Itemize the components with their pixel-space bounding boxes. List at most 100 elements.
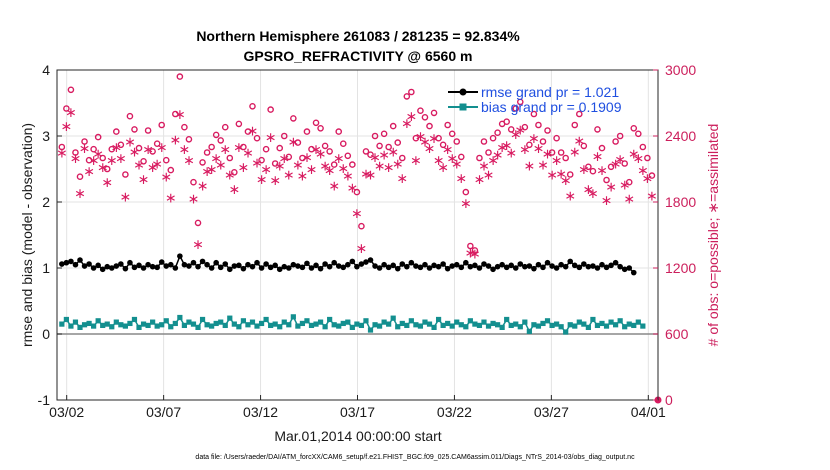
- obs-possible-point: [621, 160, 628, 167]
- bias-point: [258, 320, 265, 327]
- bias-point: [558, 324, 564, 330]
- rmse-point: [431, 262, 437, 269]
- obs-possible-point: [362, 148, 370, 155]
- bias-point: [331, 322, 337, 328]
- obs-assimilated-point: ∗: [642, 171, 654, 187]
- right-axis-ticks: 0 600 1200 1800 2400 3000: [653, 62, 696, 408]
- obs-possible-point: [625, 178, 633, 186]
- left-tick-label: 1: [42, 260, 50, 276]
- obs-assimilated-point: ∗: [451, 157, 463, 173]
- obs-possible-point: [644, 154, 651, 162]
- rmse-point: [231, 263, 238, 269]
- obs-possible-point: [598, 144, 606, 152]
- bias-point: [358, 322, 365, 329]
- obs-assimilated-point: ∗: [555, 166, 567, 182]
- chart-title-line1: Northern Hemisphere 261083 / 281235 = 92…: [196, 28, 520, 44]
- bias-point: [313, 321, 319, 327]
- rmse-point: [131, 264, 138, 271]
- bias-point: [100, 322, 106, 329]
- obs-possible-point: [122, 171, 129, 178]
- rmse-point: [422, 261, 428, 268]
- rmse-point: [59, 261, 65, 267]
- rmse-point: [190, 259, 197, 266]
- rmse-point: [385, 264, 392, 271]
- rmse-point: [68, 258, 74, 265]
- bias-point: [494, 322, 501, 328]
- bias-point: [404, 322, 410, 329]
- obs-assimilated-point: ∗: [310, 142, 322, 158]
- obs-possible-point: [271, 160, 279, 167]
- obs-assimilated-point: ∗: [92, 147, 104, 163]
- bias-point: [363, 318, 369, 324]
- legend-rmse-marker: [459, 88, 467, 96]
- obs-assimilated-point: ∗: [65, 105, 77, 121]
- obs-assimilated-point: ∗: [324, 163, 336, 179]
- bias-point: [236, 324, 242, 330]
- obs-possible-point: [380, 130, 388, 138]
- bias-point: [594, 322, 601, 329]
- obs-possible-point: [635, 130, 642, 138]
- obs-assimilated-point: ∗: [610, 157, 622, 173]
- bias-point: [472, 321, 478, 327]
- x-axis-label: Mar.01,2014 00:00:00 start: [274, 428, 441, 444]
- obs-possible-point: [607, 163, 615, 171]
- obs-possible-point: [489, 134, 497, 142]
- obs-possible-point: [85, 156, 93, 164]
- rmse-point: [526, 263, 533, 269]
- rmse-point: [544, 259, 551, 266]
- rmse-point: [222, 261, 229, 267]
- bias-point: [340, 320, 346, 327]
- obs-possible-point: [190, 178, 197, 186]
- obs-assimilated-point: ∗: [183, 153, 195, 169]
- obs-possible-point: [507, 126, 515, 133]
- rmse-point: [95, 262, 101, 269]
- obs-assimilated-point: ∗: [360, 166, 372, 182]
- bias-point: [585, 324, 591, 330]
- rmse-point: [585, 263, 592, 270]
- rmse-point: [345, 261, 351, 268]
- obs-assimilated-point: ∗: [464, 246, 476, 262]
- rmse-point: [354, 263, 360, 270]
- bias-point: [218, 319, 224, 325]
- obs-possible-point: [335, 128, 343, 135]
- obs-assimilated-point: ∗: [215, 158, 227, 174]
- obs-possible-point: [267, 106, 274, 113]
- obs-assimilated-point: ∗: [514, 122, 526, 138]
- obs-possible-point: [330, 161, 338, 168]
- obs-assimilated-point: ∗: [74, 186, 86, 202]
- obs-possible-point: [580, 142, 588, 150]
- obs-possible-point: [153, 140, 161, 147]
- right-tick-label: 2400: [665, 128, 696, 144]
- bias-point: [136, 324, 142, 330]
- bias-point: [422, 319, 428, 325]
- obs-possible-point: [212, 131, 220, 139]
- obs-assimilated-point: ∗: [628, 147, 640, 163]
- bias-point: [254, 323, 260, 329]
- obs-assimilated-point: ∗: [487, 153, 499, 169]
- bias-point: [231, 321, 237, 327]
- obs-possible-point: [544, 127, 551, 134]
- obs-possible-point: [471, 247, 479, 254]
- obs-assimilated-point: ∗: [592, 149, 604, 165]
- footer-data-file: data file: /Users/raeder/DAI/ATM_forcXX/…: [195, 454, 635, 461]
- rmse-point: [77, 257, 83, 263]
- bias-point: [617, 318, 623, 324]
- obs-assimilated-point: ∗: [542, 147, 554, 163]
- rmse-point: [358, 261, 365, 267]
- bias-point: [567, 322, 573, 328]
- rmse-point: [326, 263, 333, 270]
- obs-possible-point: [280, 132, 288, 140]
- obs-possible-point: [630, 125, 638, 132]
- obs-possible-point: [421, 114, 429, 121]
- obs-assimilated-point: ∗: [133, 158, 145, 174]
- obs-assimilated-point: ∗: [79, 141, 91, 157]
- obs-assimilated-point: ∗: [260, 162, 272, 178]
- obs-possible-point: [462, 188, 470, 196]
- bias-point: [549, 322, 555, 329]
- rmse-point: [254, 259, 260, 266]
- obs-assimilated-point: ∗: [346, 181, 358, 197]
- rmse-point: [376, 265, 383, 271]
- obs-assimilated-point: ∗: [374, 159, 386, 175]
- bias-point: [317, 319, 324, 325]
- obs-possible-point: [140, 157, 147, 165]
